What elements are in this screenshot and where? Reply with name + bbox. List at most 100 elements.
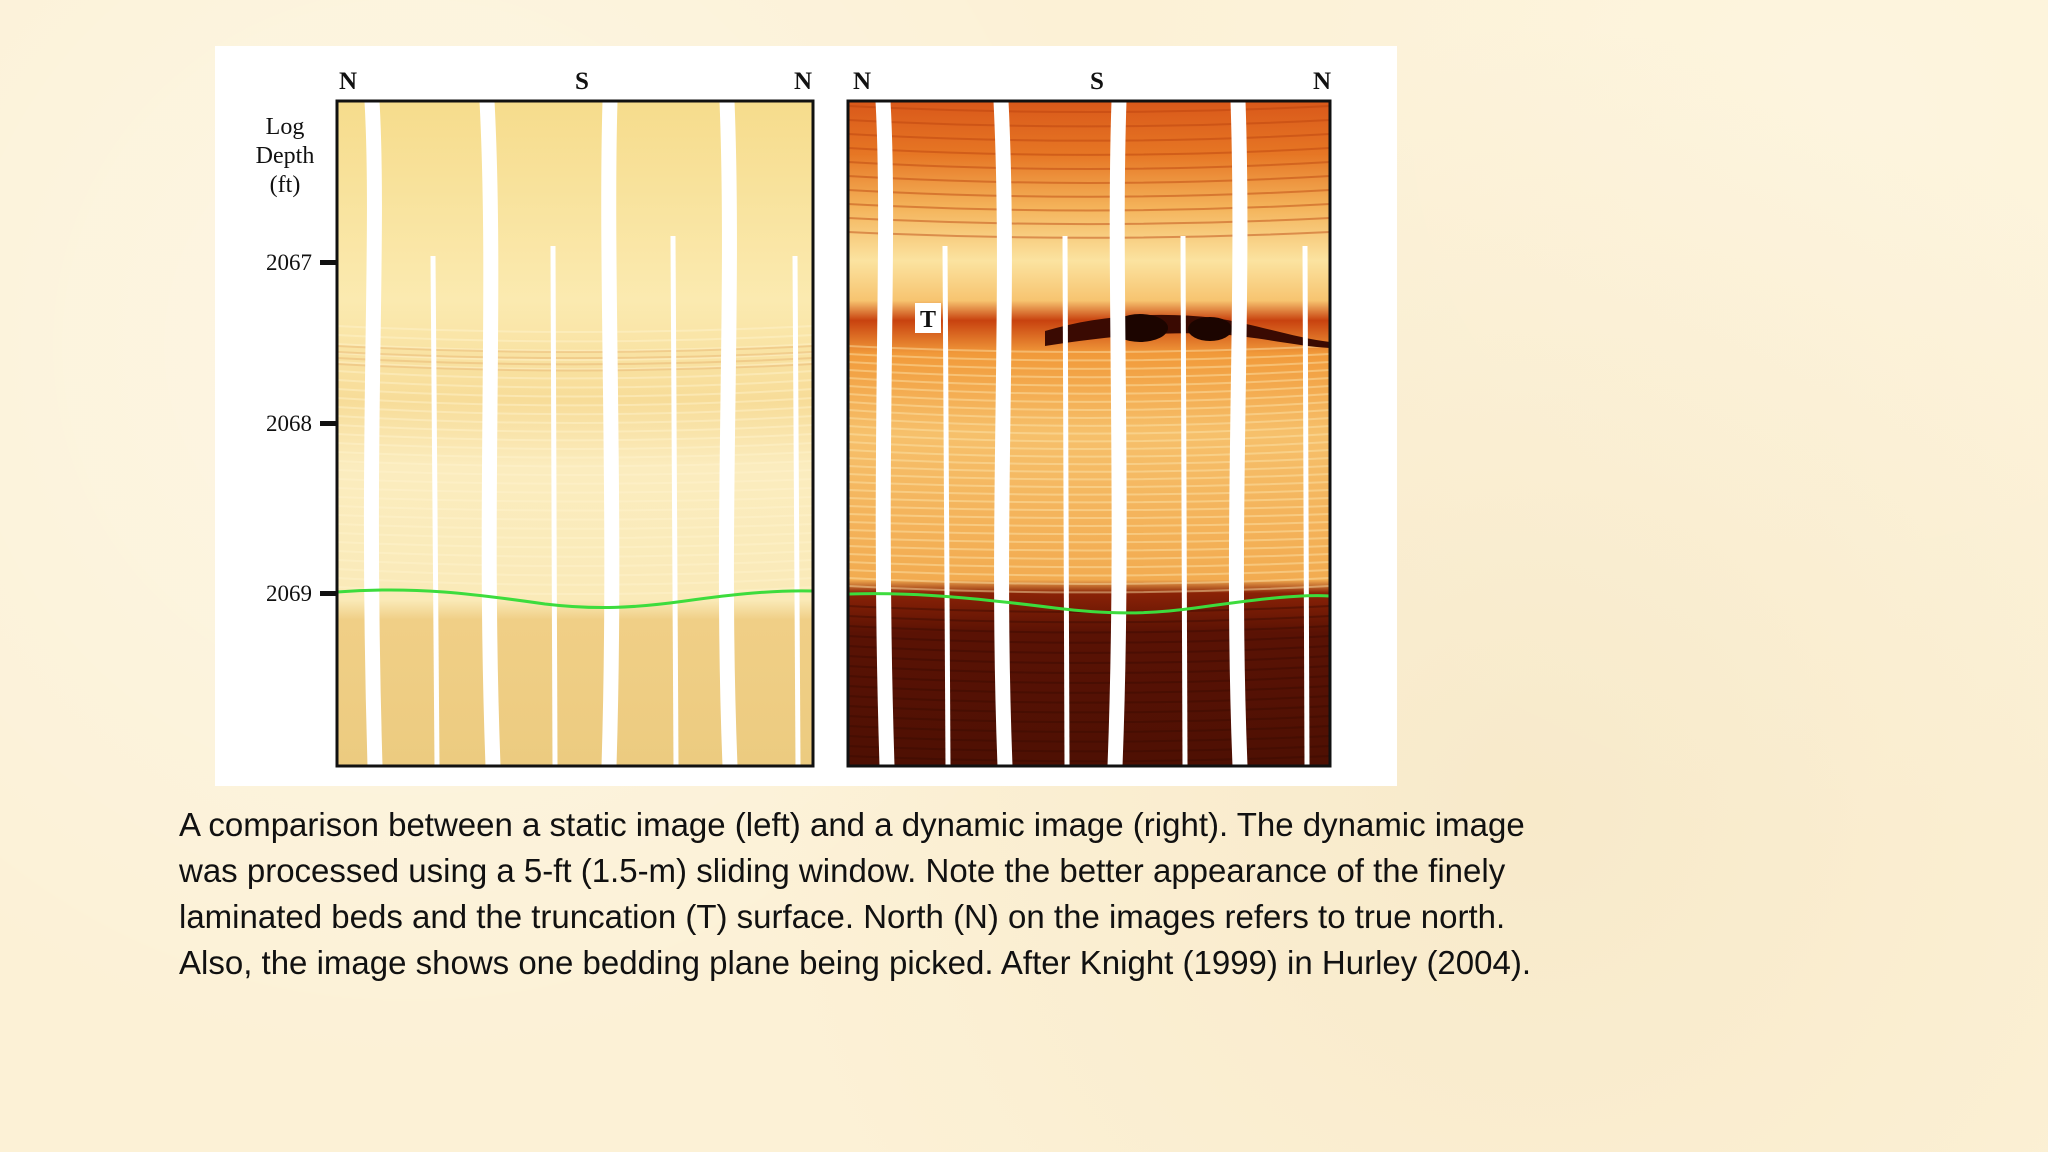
- depth-tick-mark: [320, 260, 337, 265]
- lamination-band: [848, 635, 1330, 644]
- lamination-band: [848, 705, 1330, 714]
- lamination-band: [337, 424, 813, 433]
- axis-title-unit: (ft): [270, 172, 301, 198]
- lamination-band: [848, 175, 1330, 184]
- orientation-label-n: N: [339, 68, 357, 95]
- static-panel-frame: [335, 99, 815, 768]
- lamination-band: [337, 559, 813, 568]
- lamination-band: [337, 577, 813, 586]
- lamination-band: [337, 370, 813, 380]
- lamination-band: [848, 133, 1330, 142]
- lamination-band: [848, 569, 1330, 577]
- lamination-band: [848, 675, 1330, 684]
- bedding-pick-line: [847, 592, 1331, 615]
- depth-tick-label: 2069: [266, 581, 312, 606]
- lamination-band: [848, 147, 1330, 156]
- bedding-pick-line: [336, 588, 814, 610]
- lamination-band: [848, 497, 1330, 504]
- truncation-label-box: [915, 303, 941, 333]
- lamination-band: [337, 406, 813, 416]
- lamination-band: [848, 401, 1330, 411]
- lamination-band: [848, 369, 1330, 379]
- lamination-band: [848, 529, 1330, 536]
- static-image-panel: [335, 99, 815, 768]
- lamination-band: [848, 465, 1330, 473]
- lamination-band: [337, 357, 813, 366]
- lamination-band: [848, 489, 1330, 496]
- lamination-band: [848, 481, 1330, 488]
- lamination-band: [848, 377, 1330, 387]
- orientation-label-s: S: [1090, 68, 1104, 95]
- lamination-band: [337, 345, 813, 353]
- borehole-image-figure: Log Depth (ft) 2067 2068 2069: [215, 46, 1397, 786]
- lamination-band: [848, 585, 1330, 594]
- lamination-band: [848, 473, 1330, 481]
- lamination-band: [337, 352, 813, 361]
- lamination-band: [848, 203, 1330, 212]
- lamination-band: [848, 553, 1330, 560]
- lamination-band: [337, 451, 813, 459]
- dynamic-pad-gaps: [875, 101, 1310, 766]
- lamination-band: [848, 521, 1330, 528]
- depth-tick-label: 2068: [266, 411, 312, 436]
- lamination-band: [337, 460, 813, 468]
- depth-tick-label: 2067: [266, 250, 312, 275]
- lamination-band: [848, 161, 1330, 170]
- lamination-band: [848, 645, 1330, 654]
- lamination-band: [337, 433, 813, 442]
- lamination-band: [337, 532, 813, 540]
- figure-caption: A comparison between a static image (lef…: [179, 806, 1532, 981]
- lamination-band: [337, 415, 813, 424]
- depth-tick-mark: [320, 421, 337, 426]
- orientation-label-n: N: [794, 68, 812, 95]
- lamination-band: [848, 715, 1330, 724]
- lamination-band: [848, 425, 1330, 435]
- lamination-band: [848, 385, 1330, 395]
- lamination-band: [848, 615, 1330, 624]
- lamination-band: [848, 417, 1330, 427]
- lamination-band: [848, 695, 1330, 704]
- lamination-band: [337, 363, 813, 372]
- lamination-band: [337, 568, 813, 577]
- lamination-band: [337, 469, 813, 476]
- lamination-band: [848, 217, 1330, 226]
- lamination-band: [848, 665, 1330, 674]
- orientation-label-s: S: [575, 68, 589, 95]
- lamination-band: [337, 478, 813, 485]
- lamination-band: [848, 409, 1330, 419]
- lamination-band: [848, 685, 1330, 694]
- lamination-band: [337, 496, 813, 503]
- orientation-label-n: N: [1313, 68, 1331, 95]
- truncation-label: T: [920, 307, 936, 333]
- lamination-band: [848, 513, 1330, 520]
- lamination-band: [337, 550, 813, 558]
- lamination-band: [848, 345, 1330, 353]
- lamination-band: [848, 119, 1330, 128]
- lamination-band: [337, 388, 813, 398]
- dynamic-panel-frame: [846, 99, 1332, 768]
- lamination-band: [337, 505, 813, 512]
- lamination-band: [848, 725, 1330, 733]
- lamination-band: [337, 487, 813, 494]
- lamination-band: [337, 351, 813, 360]
- lamination-band: [848, 545, 1330, 552]
- lamination-band: [848, 361, 1330, 370]
- lamination-band: [848, 625, 1330, 634]
- lamination-band: [337, 343, 813, 352]
- lamination-band: [337, 442, 813, 450]
- lamination-band: [848, 449, 1330, 458]
- lamination-band: [848, 755, 1330, 763]
- lamination-band: [848, 433, 1330, 443]
- lamination-band: [337, 334, 813, 343]
- lamination-band: [848, 457, 1330, 466]
- lamination-band: [337, 361, 813, 371]
- depth-tick-mark: [320, 591, 337, 596]
- lamination-band: [848, 189, 1330, 198]
- lamination-band: [848, 735, 1330, 743]
- lamination-band: [848, 441, 1330, 451]
- lamination-band: [848, 231, 1330, 239]
- figure-canvas: Log Depth (ft) 2067 2068 2069: [256, 68, 1332, 768]
- lamination-band: [848, 577, 1330, 585]
- lamination-band: [337, 397, 813, 407]
- lamination-band: [337, 379, 813, 389]
